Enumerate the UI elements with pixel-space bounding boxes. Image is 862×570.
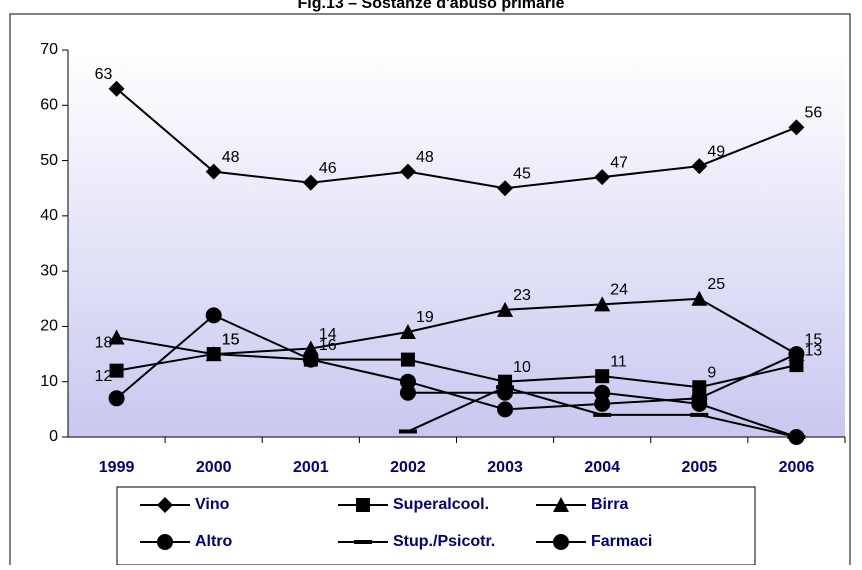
value-label: 49 (707, 143, 725, 160)
legend-label: Superalcool. (393, 496, 489, 513)
marker (691, 290, 708, 306)
value-label: 48 (222, 149, 240, 166)
marker (399, 163, 416, 180)
marker (205, 346, 222, 362)
marker (108, 390, 125, 407)
x-tick-label: 2004 (584, 459, 620, 476)
marker (497, 180, 514, 197)
marker (400, 352, 415, 367)
value-label: 9 (707, 364, 716, 381)
value-label: 11 (610, 353, 627, 370)
y-tick-label: 20 (40, 318, 58, 335)
marker (594, 296, 611, 312)
marker (302, 340, 319, 356)
marker (691, 395, 708, 412)
legend-label: Birra (591, 496, 628, 513)
value-label: 10 (513, 359, 531, 376)
marker (497, 401, 514, 418)
value-label: 19 (416, 309, 434, 326)
value-label: 45 (513, 165, 531, 182)
value-label: 56 (804, 105, 822, 122)
value-label: 47 (610, 154, 628, 171)
marker (553, 497, 569, 512)
value-label: 15 (222, 331, 240, 348)
x-tick-label: 1999 (99, 459, 135, 476)
marker (788, 429, 805, 445)
value-label: 24 (610, 282, 628, 299)
value-label: 23 (513, 287, 531, 304)
marker (498, 374, 513, 389)
x-tick-label: 2005 (682, 459, 718, 476)
marker (398, 429, 417, 434)
marker (302, 351, 319, 368)
marker (788, 346, 805, 363)
marker (691, 158, 708, 175)
series-line (115, 314, 797, 411)
x-tick-label: 2000 (196, 459, 232, 476)
marker (692, 380, 707, 395)
y-tick-label: 70 (40, 41, 58, 58)
series-line (116, 297, 797, 356)
marker (108, 80, 125, 97)
marker (690, 412, 709, 417)
legend-label: Stup./Psicotr. (393, 533, 495, 550)
y-tick-label: 10 (40, 373, 58, 390)
value-label: 14 (319, 326, 337, 343)
marker (594, 395, 611, 412)
marker (595, 369, 610, 384)
x-tick-label: 2001 (293, 459, 329, 476)
marker (157, 534, 173, 550)
marker (108, 329, 125, 345)
legend-label: Vino (195, 496, 230, 513)
marker (354, 540, 372, 544)
marker (302, 174, 319, 191)
marker (205, 307, 222, 324)
value-label: 48 (416, 149, 434, 166)
x-tick-label: 2003 (487, 459, 523, 476)
legend-label: Altro (195, 533, 233, 550)
chart-title: Fig.13 – Sostanze d'abuso primarie (298, 0, 565, 12)
marker (593, 412, 612, 417)
value-label: 15 (222, 331, 240, 348)
marker (399, 384, 416, 401)
marker (356, 498, 370, 512)
marker (553, 534, 569, 550)
value-label: 18 (95, 335, 113, 352)
y-tick-label: 0 (49, 428, 58, 445)
marker (594, 169, 611, 186)
marker (497, 384, 514, 401)
y-tick-label: 40 (40, 207, 58, 224)
x-tick-label: 2006 (779, 459, 815, 476)
value-label: 25 (707, 276, 725, 293)
marker (789, 358, 804, 373)
marker (399, 323, 416, 339)
series-line (116, 353, 797, 389)
marker (157, 497, 173, 513)
y-tick-label: 50 (40, 152, 58, 169)
value-label: 46 (319, 160, 337, 177)
frame (9, 13, 851, 570)
marker (497, 301, 514, 317)
y-tick-label: 60 (40, 97, 58, 114)
series-line (115, 87, 797, 190)
value-label: 15 (804, 331, 822, 348)
y-tick-label: 30 (40, 262, 58, 279)
marker (109, 363, 124, 378)
marker (399, 373, 416, 390)
value-label: 13 (804, 342, 822, 359)
marker (594, 384, 611, 401)
value-label: 63 (95, 66, 113, 83)
x-tick-label: 2002 (390, 459, 426, 476)
plot-area (68, 50, 845, 437)
marker (788, 119, 805, 136)
value-label: 12 (95, 368, 113, 385)
legend-label: Farmaci (591, 533, 652, 550)
marker (205, 163, 222, 180)
